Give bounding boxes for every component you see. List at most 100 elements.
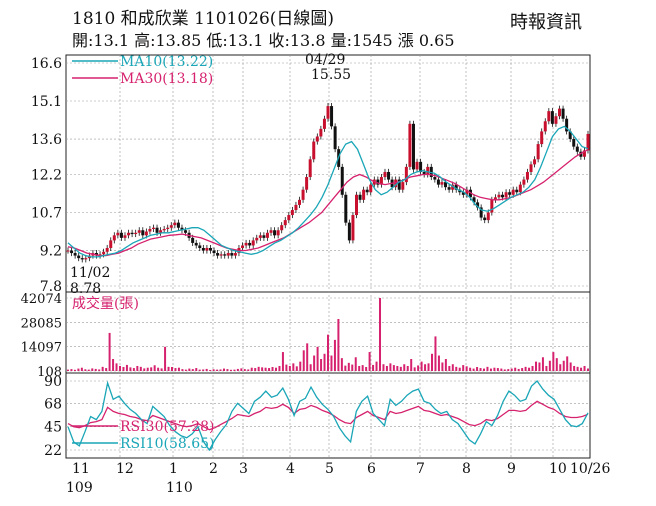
price-candle xyxy=(379,177,383,185)
volume-bar xyxy=(427,363,430,371)
price-candle xyxy=(465,189,469,195)
volume-bar xyxy=(340,358,343,371)
price-candle xyxy=(426,166,430,175)
volume-bar xyxy=(306,343,309,371)
volume-bar xyxy=(70,369,73,371)
volume-bar xyxy=(91,368,94,371)
price-candle xyxy=(479,207,483,218)
volume-bar xyxy=(573,365,576,371)
price-candle xyxy=(127,232,131,236)
volume-bar xyxy=(510,368,513,371)
rsi-y-tick: 68 xyxy=(44,396,62,412)
price-candle xyxy=(283,220,287,226)
price-candle xyxy=(141,230,145,236)
price-candle xyxy=(330,106,334,127)
price-candle xyxy=(508,192,512,195)
volume-bar xyxy=(496,368,499,371)
price-candle xyxy=(440,182,444,185)
volume-bar xyxy=(153,365,156,371)
price-candle xyxy=(358,194,362,200)
volume-bar xyxy=(323,353,326,371)
price-candle xyxy=(251,240,255,246)
price-candle xyxy=(269,230,273,233)
volume-bar xyxy=(278,365,281,371)
x-tick-label: 9 xyxy=(507,461,516,477)
price-candle xyxy=(151,227,155,229)
price-candle xyxy=(347,222,351,241)
price-candle xyxy=(319,128,323,137)
volume-bar xyxy=(327,334,329,371)
x-tick-label: 12 xyxy=(116,461,134,477)
price-candle xyxy=(554,116,558,124)
price-candle xyxy=(422,171,426,175)
volume-bar xyxy=(229,369,232,371)
price-candle xyxy=(276,230,280,236)
price-candle xyxy=(340,166,344,195)
volume-bar xyxy=(184,369,187,371)
price-panel-frame xyxy=(65,54,591,293)
price-candle xyxy=(351,215,355,241)
price-candle xyxy=(198,245,202,248)
volume-bar xyxy=(243,369,246,371)
volume-bar xyxy=(202,369,205,371)
volume-bar xyxy=(354,357,357,371)
price-candle xyxy=(119,232,123,238)
volume-bar xyxy=(403,364,406,371)
price-y-tick: 9.2 xyxy=(40,244,62,260)
volume-bar xyxy=(115,363,118,371)
volume-bar xyxy=(271,367,274,371)
price-candle xyxy=(77,255,81,259)
x-tick-label: 3 xyxy=(239,461,248,477)
volume-bar xyxy=(250,367,253,371)
volume-bar xyxy=(164,346,167,371)
price-candle xyxy=(540,131,544,145)
volume-bar xyxy=(555,358,558,371)
price-candle xyxy=(130,232,134,235)
volume-bar xyxy=(444,359,447,371)
volume-bar xyxy=(84,369,87,371)
price-candle xyxy=(476,202,480,208)
price-candle xyxy=(312,141,316,160)
ma30-line xyxy=(67,149,589,257)
price-candle xyxy=(166,227,170,229)
price-candle xyxy=(572,139,576,147)
volume-bar xyxy=(160,368,163,371)
price-candle xyxy=(180,227,184,231)
volume-title: 成交量(張) xyxy=(72,295,139,312)
volume-bar xyxy=(448,365,451,371)
price-candle xyxy=(230,253,234,256)
volume-bar xyxy=(583,365,586,371)
volume-bar xyxy=(548,360,551,371)
price-candle xyxy=(134,232,138,235)
price-candle xyxy=(511,189,515,195)
price-candle xyxy=(223,254,227,256)
volume-bar xyxy=(150,367,153,371)
price-candle xyxy=(326,106,330,119)
price-candle xyxy=(404,166,408,183)
price-candle xyxy=(144,231,148,236)
volume-bar xyxy=(157,367,160,371)
volume-bar xyxy=(136,365,139,371)
volume-bar xyxy=(507,369,510,371)
x-year-label: 109 xyxy=(66,480,93,496)
price-candle xyxy=(273,230,277,236)
volume-bar xyxy=(226,369,229,371)
price-candle xyxy=(301,189,305,200)
price-candle xyxy=(205,247,209,251)
price-candle xyxy=(258,235,262,238)
price-candle xyxy=(387,171,391,180)
price-candle xyxy=(208,247,212,251)
price-candle xyxy=(401,182,405,190)
volume-bar xyxy=(292,363,295,371)
x-tick-label: 1 xyxy=(169,461,178,477)
volume-bar xyxy=(379,298,381,371)
price-candle xyxy=(568,131,572,140)
volume-bar xyxy=(247,369,250,371)
volume-bar xyxy=(309,364,312,371)
volume-bar xyxy=(587,368,589,371)
volume-bar xyxy=(240,368,243,371)
price-candle xyxy=(515,189,519,193)
price-candle xyxy=(137,230,141,233)
price-candle xyxy=(497,194,501,198)
volume-bar xyxy=(396,365,399,371)
